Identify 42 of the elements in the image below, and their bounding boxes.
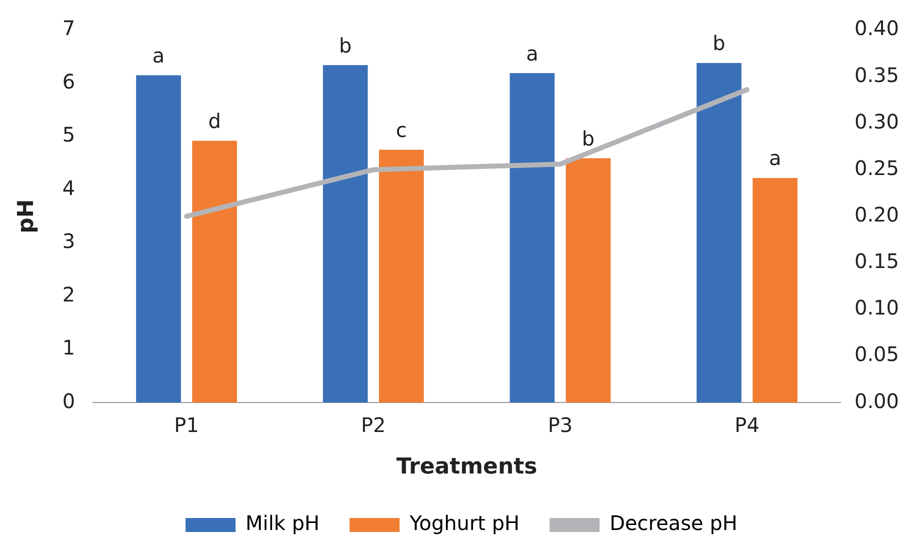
x-tick-label: P3 — [548, 412, 573, 437]
y-tick-label: 7 — [62, 16, 76, 40]
y-tick-label: 4 — [62, 176, 76, 200]
legend-label: Milk pH — [246, 511, 320, 536]
x-tick-label: P1 — [174, 412, 199, 437]
data-label: c — [396, 118, 407, 142]
y-axis-title: pH — [14, 199, 39, 234]
legend-label: Yoghurt pH — [408, 511, 520, 536]
y2-tick-label: 0.05 — [854, 342, 899, 366]
y-tick-label: 0 — [62, 388, 76, 413]
data-label: d — [208, 108, 221, 133]
x-tick-label: P2 — [360, 412, 386, 437]
y2-tick-label: 0.15 — [854, 249, 899, 274]
bar — [378, 150, 424, 403]
y2-tick-label: 0.20 — [854, 202, 899, 227]
bar — [136, 75, 181, 403]
bar — [696, 63, 742, 403]
data-label: b — [582, 126, 595, 150]
y2-tick-label: 0.25 — [854, 156, 899, 180]
y2-tick-label: 0.00 — [854, 388, 899, 413]
bar — [566, 158, 611, 403]
data-label: a — [152, 43, 165, 68]
y2-tick-label: 0.40 — [854, 16, 899, 40]
data-label: b — [712, 31, 726, 56]
y-tick-label: 6 — [62, 69, 76, 94]
bar — [192, 140, 237, 403]
bar — [510, 73, 555, 403]
legend-label: Decrease pH — [610, 511, 738, 536]
x-tick-label: P4 — [734, 412, 760, 437]
data-label: a — [768, 146, 782, 170]
bar — [752, 178, 798, 403]
y-tick-label: 5 — [62, 122, 76, 147]
data-label: b — [339, 33, 352, 58]
y-tick-label: 3 — [62, 229, 76, 254]
data-label: a — [526, 41, 538, 66]
x-axis-title: Treatments — [396, 454, 538, 480]
y-tick-label: 1 — [62, 336, 76, 360]
y2-tick-label: 0.10 — [854, 296, 899, 320]
y2-tick-label: 0.30 — [854, 109, 899, 134]
y2-tick-label: 0.35 — [854, 62, 899, 87]
y-tick-label: 2 — [62, 282, 76, 306]
bar — [322, 65, 368, 403]
